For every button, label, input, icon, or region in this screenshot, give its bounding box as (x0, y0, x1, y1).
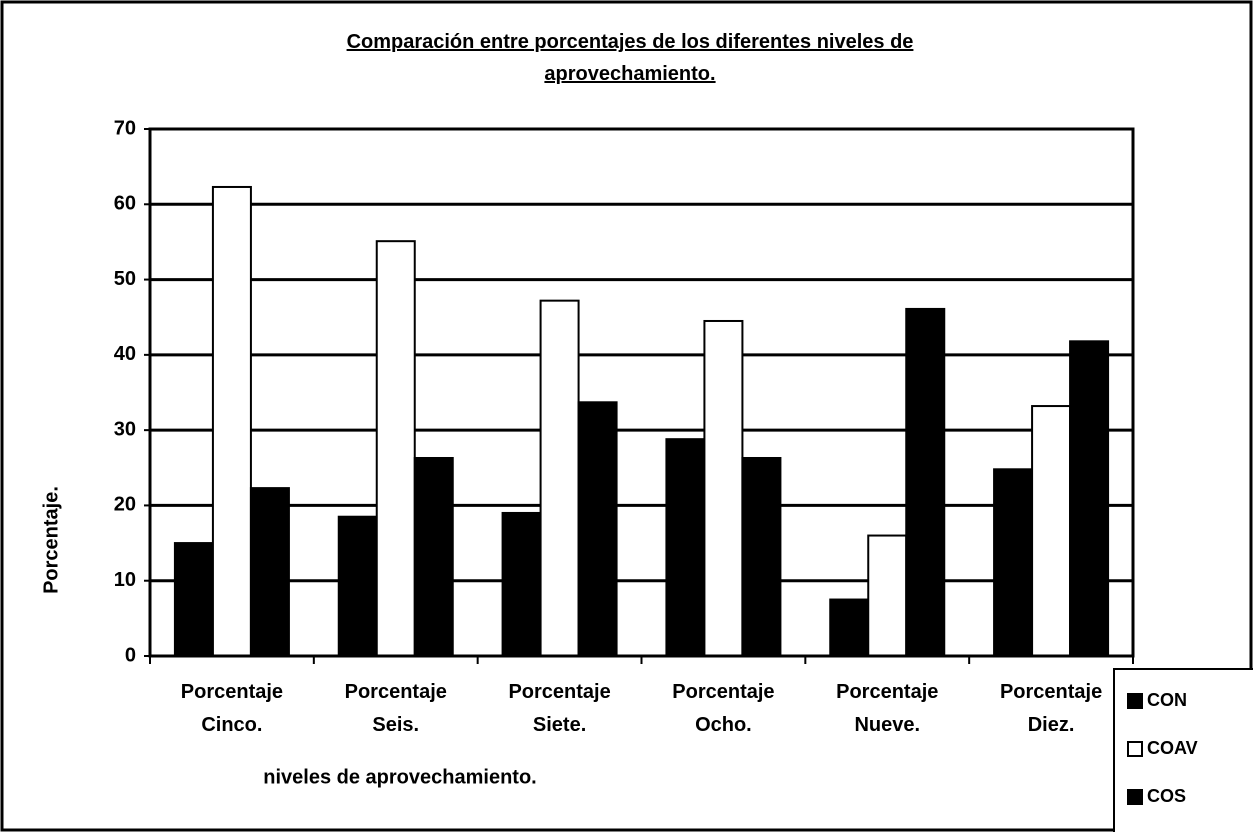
legend-label: CON (1147, 690, 1187, 710)
legend: CON COAV COS (1113, 668, 1253, 832)
legend-label: COAV (1147, 738, 1198, 758)
plot-area (148, 127, 1135, 658)
y-tick-label: 0 (125, 644, 136, 666)
x-tick-label: Porcentaje Nueve. (836, 681, 939, 736)
legend-item: COS (1127, 786, 1186, 807)
x-tick-label: Porcentaje Siete. (508, 681, 611, 736)
legend-item: CON (1127, 690, 1187, 711)
y-tick-label: 40 (114, 343, 136, 365)
bar (337, 515, 378, 657)
y-tick-label: 60 (114, 193, 136, 215)
bar (665, 438, 706, 658)
bar (1031, 405, 1072, 657)
bar (1069, 340, 1110, 657)
bar (993, 468, 1034, 658)
y-tick-label: 70 (114, 117, 136, 139)
bar (829, 598, 870, 657)
y-axis-label: Porcentaje. (40, 486, 62, 594)
bar (703, 319, 744, 657)
bar (741, 456, 782, 657)
x-tick-label: Porcentaje Seis. (344, 681, 447, 736)
bar (501, 511, 542, 658)
y-tick-label: 30 (114, 418, 136, 440)
bar (539, 299, 580, 657)
bar (375, 240, 416, 657)
y-tick-label: 50 (114, 268, 136, 290)
bar (211, 185, 252, 657)
x-axis-label: niveles de aprovechamiento. (263, 766, 536, 788)
legend-swatch (1127, 788, 1143, 805)
bar (867, 534, 908, 657)
x-tick-label: Porcentaje Diez. (999, 681, 1103, 736)
x-tick-label: Porcentaje Ocho. (672, 681, 775, 736)
bar (249, 487, 290, 657)
x-tick-label: Porcentaje Cinco. (180, 681, 284, 736)
bar (577, 401, 618, 657)
legend-swatch (1127, 740, 1143, 757)
bar (173, 542, 214, 657)
chart-title: Comparación entre porcentajes de los dif… (346, 31, 914, 85)
legend-label: COS (1147, 786, 1187, 806)
legend-item: COAV (1127, 738, 1198, 759)
y-tick-label: 20 (114, 494, 136, 516)
legend-swatch (1127, 692, 1143, 709)
y-tick-label: 10 (114, 569, 136, 591)
bar (413, 456, 454, 657)
bar (905, 307, 946, 657)
